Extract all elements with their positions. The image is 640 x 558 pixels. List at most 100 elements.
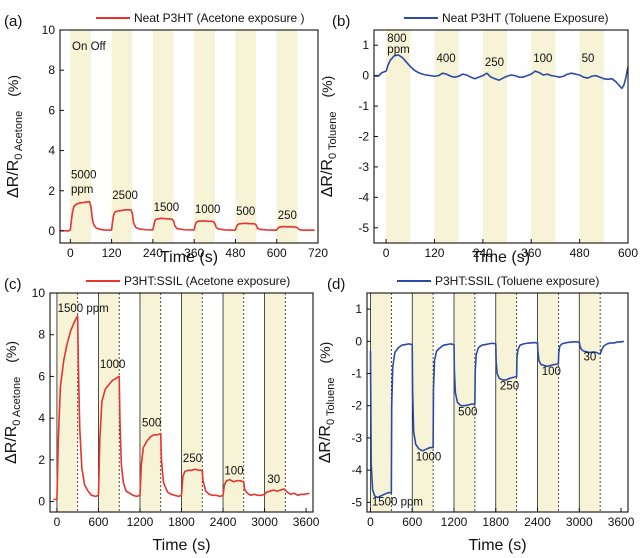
- panel-1: 0 120 240 360 480 600 1 0 -1 -2 -3 -4 -5 Time (s) ΔR/R…: [319, 11, 638, 266]
- annotation: ppm: [387, 44, 409, 56]
- x-tick-label: 480: [570, 246, 590, 260]
- x-tick-label: 1800: [168, 515, 195, 529]
- annotation: 500: [142, 417, 161, 429]
- y-tick-label: -4: [358, 190, 369, 204]
- x-tick-label: 3000: [566, 515, 593, 529]
- exposure-band: [98, 293, 120, 512]
- series-line: [60, 201, 315, 232]
- x-tick-label: 0: [67, 246, 74, 260]
- x-tick-label: 3600: [608, 515, 635, 529]
- y-tick-label: 8: [48, 63, 55, 77]
- y-axis-label: ΔR/R0 Toluene (%): [317, 342, 337, 464]
- annotation: On Off: [72, 41, 106, 53]
- x-tick-label: 1200: [441, 515, 468, 529]
- annotation: 1000: [416, 451, 442, 463]
- y-axis-label-unit: (%): [5, 75, 21, 111]
- y-tick-label: 1: [362, 38, 369, 52]
- x-tick-label: 240: [143, 246, 163, 260]
- exposure-band: [370, 293, 392, 512]
- y-axis-label-unit: (%): [3, 341, 19, 377]
- annotation: 250: [183, 453, 202, 465]
- annotation: 500: [458, 406, 477, 418]
- exposure-band: [70, 30, 91, 243]
- y-tick-label: -2: [358, 130, 369, 144]
- y-tick-label: 2: [48, 184, 55, 198]
- annotation: 400: [436, 53, 455, 65]
- exposure-band: [537, 293, 559, 512]
- x-tick-label: 3600: [293, 515, 320, 529]
- y-axis-label-unit: (%): [317, 342, 333, 378]
- x-tick-label: 2400: [210, 515, 237, 529]
- y-axis-label-sub: 0 Acetone: [13, 111, 25, 160]
- y-tick-label: 8: [38, 328, 45, 342]
- annotation: 30: [583, 352, 596, 364]
- x-axis-label: Time (s): [160, 249, 218, 266]
- exposure-band: [276, 30, 298, 243]
- y-axis-label-sub: 0 Toluene: [327, 112, 339, 160]
- legend-label: P3HT:SSIL (Acetone exposure): [124, 274, 290, 288]
- annotation: 5000: [71, 170, 97, 182]
- y-tick-label: 4: [48, 144, 55, 158]
- y-axis-label: ΔR/R0 Acetone (%): [5, 75, 25, 198]
- y-tick-label: -1: [351, 367, 362, 381]
- y-axis-label-main: ΔR/R: [319, 159, 336, 197]
- exposure-band: [56, 293, 78, 512]
- annotation: 250: [278, 210, 297, 222]
- y-tick-label: 10: [42, 23, 56, 37]
- exposure-band: [531, 30, 556, 243]
- y-axis-label-main: ΔR/R: [317, 425, 334, 463]
- exposure-band: [454, 293, 475, 512]
- exposure-band: [482, 30, 508, 243]
- annotation: 1500: [154, 202, 180, 214]
- exposure-band: [579, 30, 604, 243]
- axes-frame: [59, 29, 319, 244]
- x-tick-label: 3000: [251, 515, 278, 529]
- annotation: 1500 ppm: [372, 497, 423, 509]
- panel-3: 0 600 1200 1800 2400 3000 3600 1 0 -1 -2 -3 -4 -5 Time…: [317, 274, 635, 554]
- annotation: 100: [542, 366, 561, 378]
- x-tick-label: 600: [402, 515, 422, 529]
- exposure-band: [194, 30, 215, 243]
- x-tick-label: 600: [88, 515, 108, 529]
- x-tick-label: 0: [54, 515, 61, 529]
- y-tick-label: -2: [351, 399, 362, 413]
- y-tick-label: 6: [48, 103, 55, 117]
- series-line: [369, 340, 624, 499]
- exposure-band: [412, 293, 434, 512]
- annotation: 1000: [195, 204, 221, 216]
- legend-label: Neat P3HT (Toluene Exposure): [442, 11, 609, 25]
- x-tick-label: 600: [267, 246, 287, 260]
- y-axis-label: ΔR/R0 Acetone (%): [3, 341, 23, 464]
- exposure-band: [264, 293, 286, 512]
- panel-2: 0 600 1200 1800 2400 3000 3600 0 2 4 6 8 10 Time (s) Δ…: [3, 274, 320, 554]
- legend-label: P3HT:SSIL (Toluene exposure): [435, 274, 599, 288]
- annotation: 500: [236, 206, 255, 218]
- y-axis-label-unit: (%): [319, 76, 335, 112]
- y-tick-label: -3: [358, 160, 369, 174]
- panel-letter: (a): [4, 13, 22, 30]
- y-tick-label: -3: [351, 431, 362, 445]
- y-axis-label-main: ΔR/R: [3, 426, 20, 464]
- y-tick-label: 4: [38, 411, 45, 425]
- y-tick-label: 0: [38, 495, 45, 509]
- x-tick-label: 360: [184, 246, 204, 260]
- y-axis-label-main: ΔR/R: [5, 160, 22, 198]
- exposure-band: [434, 30, 459, 243]
- x-axis-label: Time (s): [472, 249, 530, 266]
- panel-0: 0 120 240 360 480 600 720 0 2 4 6 8 10 Time (s) ΔR/R0 …: [4, 11, 328, 266]
- panel-letter: (b): [332, 13, 350, 30]
- annotation: 50: [582, 53, 595, 65]
- y-tick-label: 0: [362, 69, 369, 83]
- series-line: [374, 54, 628, 90]
- x-tick-label: 1800: [482, 515, 509, 529]
- y-tick-label: -4: [351, 463, 362, 477]
- exposure-band: [235, 30, 257, 243]
- exposure-band: [223, 293, 244, 512]
- annotation: 1500 ppm: [58, 303, 109, 315]
- y-tick-label: 10: [32, 286, 46, 300]
- x-tick-label: 2400: [524, 515, 551, 529]
- annotation: 2500: [112, 190, 138, 202]
- y-tick-label: 1: [355, 302, 362, 316]
- y-axis-label-sub: 0 Acetone: [11, 377, 23, 426]
